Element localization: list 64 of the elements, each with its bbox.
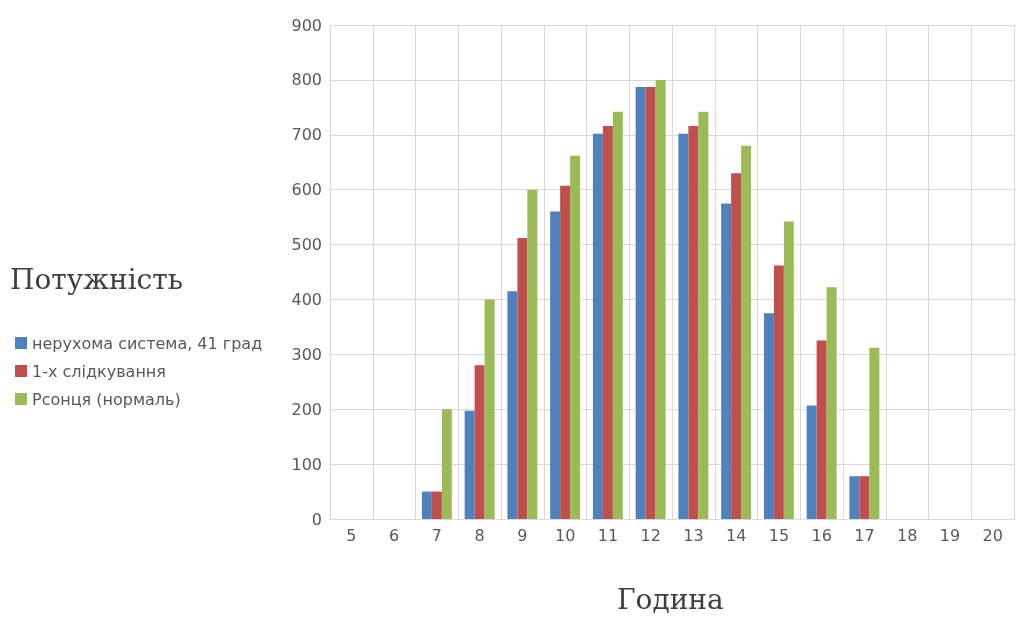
bar [645,87,656,519]
x-tick-label: 14 [725,525,747,545]
y-tick-label: 600 [291,180,322,200]
bar [869,347,880,519]
x-tick-label: 9 [517,525,528,545]
bar [421,491,432,519]
y-tick-label: 700 [291,125,322,145]
legend-label: Рсонця (нормаль) [32,389,181,409]
x-tick-label: 16 [811,525,832,545]
bar [527,189,538,519]
bar [570,155,581,519]
bar [655,79,666,519]
x-tick-label: 19 [939,525,961,545]
y-tick-label: 800 [291,70,322,90]
bar [849,476,860,519]
y-tick-label: 500 [291,235,322,255]
bar [517,237,528,519]
bar [612,111,623,519]
bar [741,145,752,519]
bar [592,133,603,519]
x-tick-label: 20 [982,525,1003,545]
bar [763,313,774,519]
y-tick-label: 400 [291,289,322,309]
bar [698,111,709,519]
bar [431,491,442,519]
x-tick-label: 11 [597,525,619,545]
x-tick-label: 12 [640,525,661,545]
bar [484,299,495,519]
y-tick-label: 300 [291,344,322,364]
bar [560,185,571,519]
bar [859,476,870,519]
bar [441,409,452,519]
x-tick-label: 10 [554,525,576,545]
legend-label: нерухома система, 41 град [32,333,263,353]
bar [721,203,732,519]
y-axis-title: Потужність [10,262,184,296]
x-axis-title: Година [617,582,724,616]
x-tick-label: 13 [683,525,704,545]
bar [826,287,837,519]
y-tick-label: 0 [311,509,322,529]
bar [806,405,817,519]
bar [731,173,742,519]
x-tick-label: 6 [389,525,400,545]
x-tick-label: 8 [474,525,485,545]
y-tick-label: 900 [291,15,322,35]
x-tick-label: 17 [854,525,875,545]
legend-label: 1-х слідкування [32,361,166,381]
bar [464,410,475,519]
x-tick-label: 5 [346,525,357,545]
bar [773,265,784,519]
bar [783,221,794,519]
bar [816,340,827,519]
bar [602,126,613,519]
x-tick-label: 18 [896,525,918,545]
bar [635,87,646,519]
y-tick-label: 200 [291,399,322,419]
bar [688,126,699,519]
bar [678,133,689,519]
bar [474,365,485,519]
x-tick-label: 7 [431,525,442,545]
y-tick-label: 100 [291,454,322,474]
x-tick-label: 15 [768,525,790,545]
bar [550,211,561,519]
bar [507,291,518,519]
